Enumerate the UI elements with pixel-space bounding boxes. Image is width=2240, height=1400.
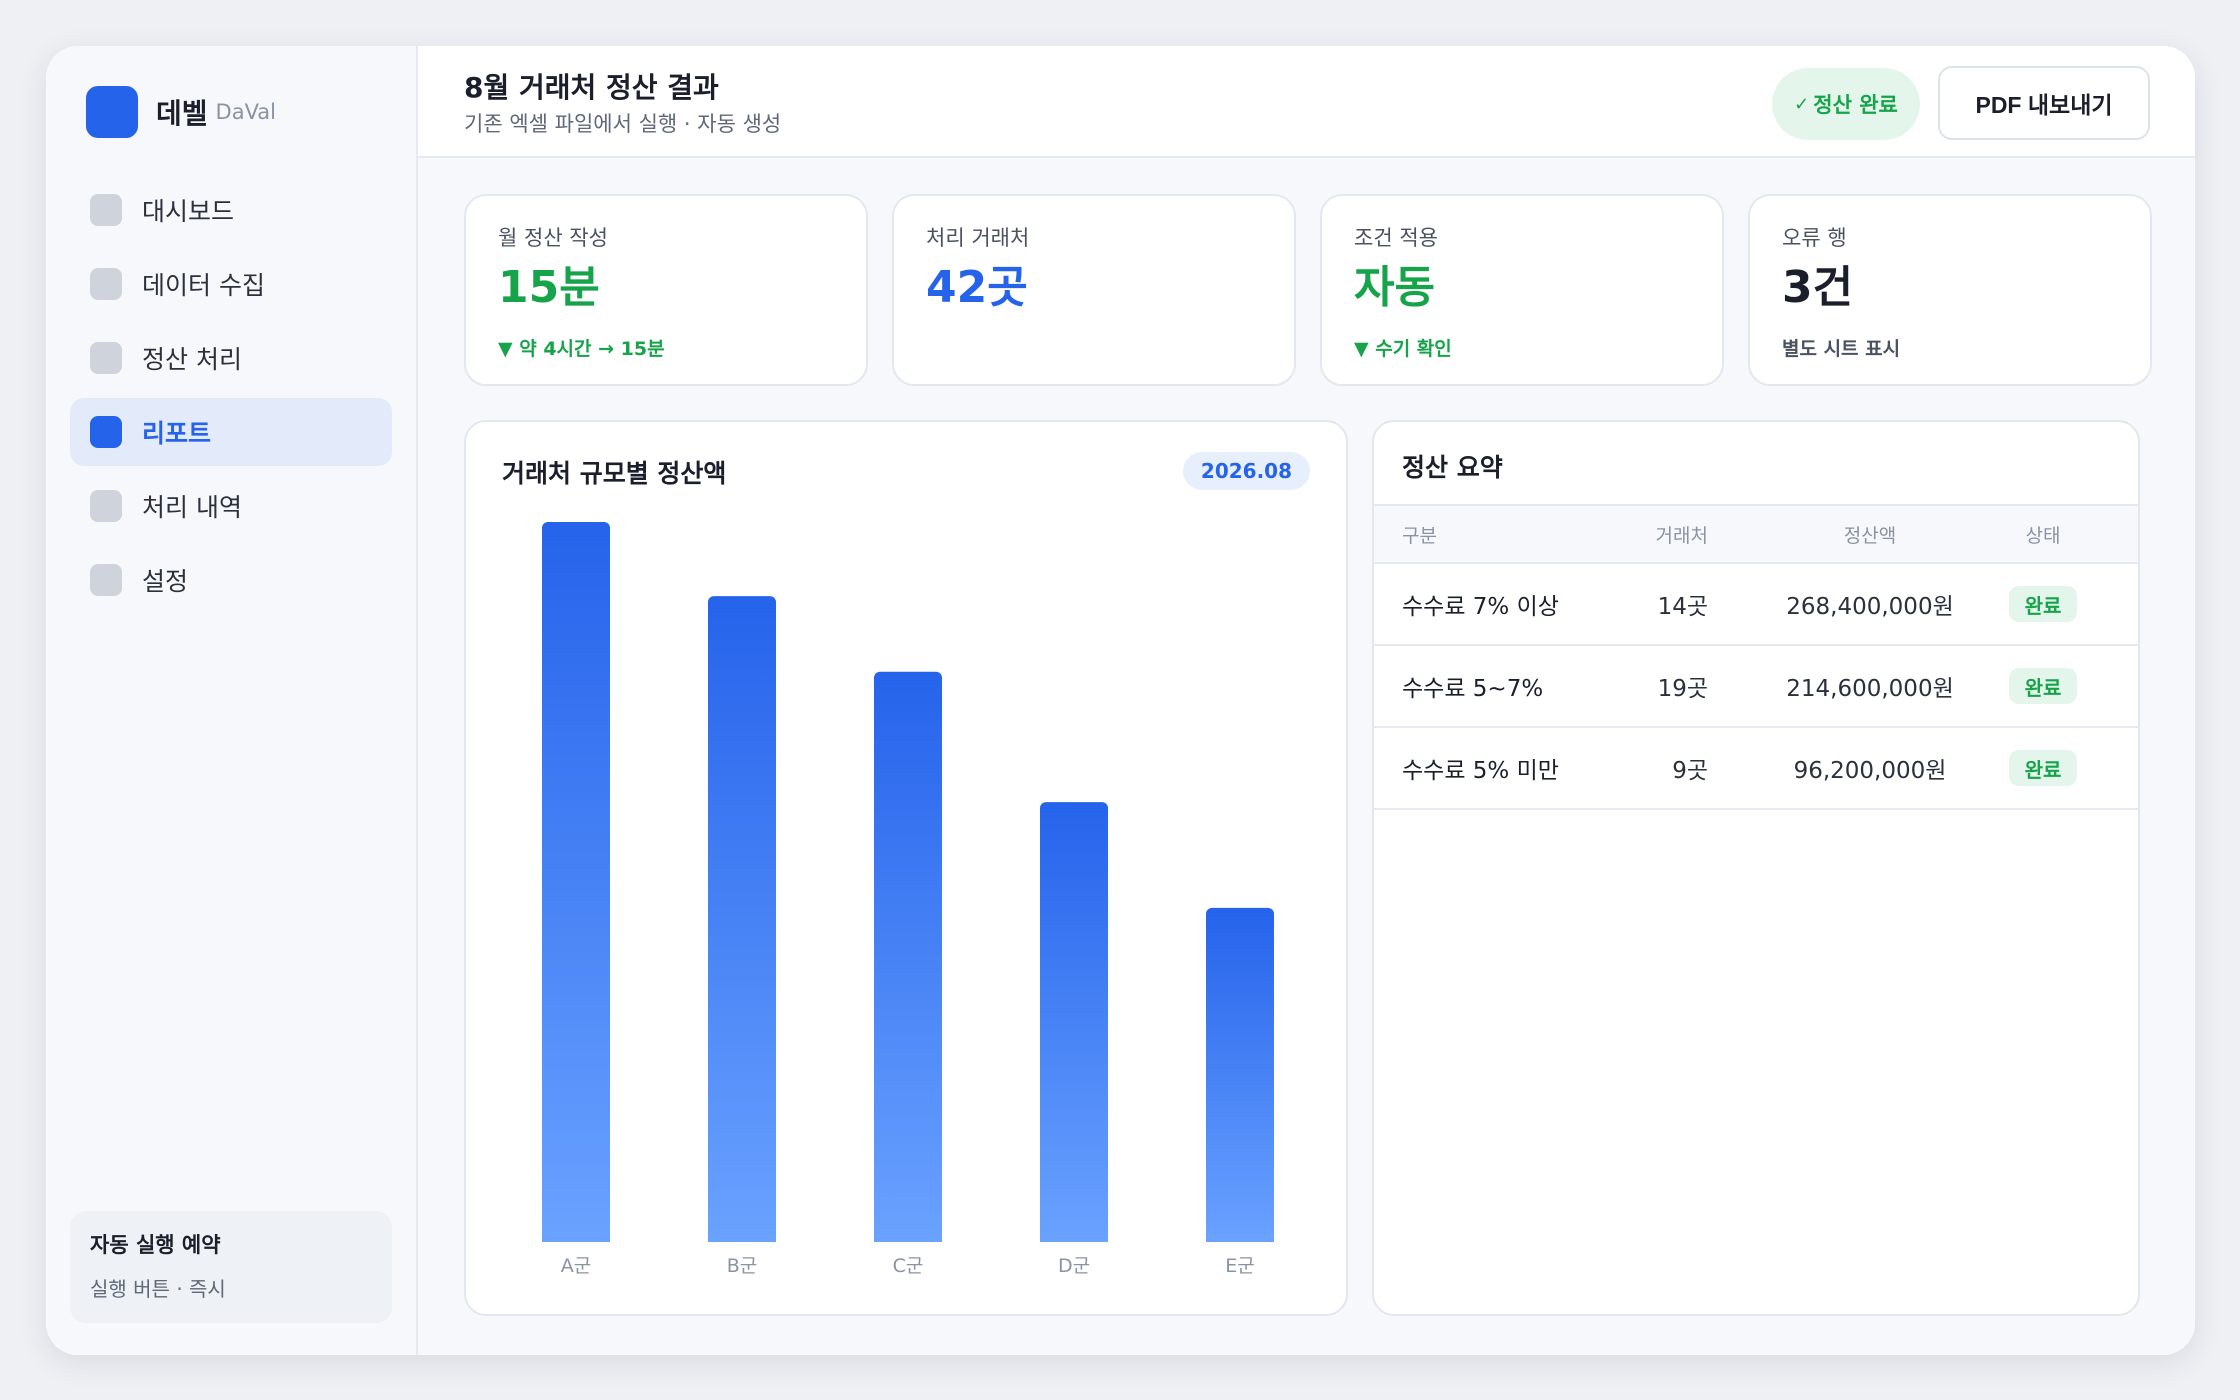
- sidebar-item-label: 설정: [142, 567, 189, 596]
- kpi-card-processed-vendors: 처리 거래처 42곳: [892, 194, 1296, 386]
- x-tick-label: B군: [727, 1255, 758, 1277]
- summary-title: 정산 요약: [1402, 453, 1503, 482]
- sidebar-item-data-collection[interactable]: 데이터 수집: [70, 250, 392, 318]
- pdf-export-button[interactable]: PDF 내보내기: [1938, 66, 2150, 140]
- chart-card: 거래처 규모별 정산액 2026.08 A군 B군 C군 D군 E군: [464, 420, 1348, 1316]
- square-icon: [90, 564, 122, 596]
- page-header: 8월 거래처 정산 결과 기존 엑셀 파일에서 실행 · 자동 생성 ✓ 정산 …: [418, 46, 2195, 158]
- kpi-value: 42곳: [926, 262, 1028, 313]
- row-count: 9곳: [1672, 758, 1708, 784]
- row-amount: 268,400,000원: [1786, 594, 1954, 620]
- kpi-value: 자동: [1354, 262, 1435, 313]
- kpi-card-condition: 조건 적용 자동 ▼ 수기 확인: [1320, 194, 1724, 386]
- page-title: 8월 거래처 정산 결과: [464, 71, 719, 104]
- row-amount: 96,200,000원: [1793, 758, 1947, 784]
- sidebar-item-label: 데이터 수집: [142, 271, 265, 300]
- square-icon: [90, 490, 122, 522]
- app-window: 데벨 DaVal 대시보드 데이터 수집 정산 처리 리포트 처리 내역: [46, 46, 2195, 1355]
- x-tick-label: E군: [1225, 1255, 1255, 1277]
- row-count: 19곳: [1657, 676, 1708, 702]
- square-icon: [90, 416, 122, 448]
- kpi-note: 별도 시트 표시: [1782, 338, 1901, 360]
- kpi-note: ▼ 수기 확인: [1354, 338, 1452, 360]
- sidebar-item-label: 처리 내역: [142, 493, 242, 522]
- chart-title: 거래처 규모별 정산액: [502, 459, 727, 488]
- table-row[interactable]: 수수료 5~7% 19곳 214,600,000원 완료: [1374, 646, 2138, 728]
- row-amount: 214,600,000원: [1786, 676, 1954, 702]
- x-tick-label: D군: [1058, 1255, 1090, 1277]
- bar-base-3: [874, 1234, 942, 1242]
- x-tick-label: C군: [893, 1255, 924, 1277]
- row-category: 수수료 5% 미만: [1402, 758, 1559, 784]
- column-header-status: 상태: [2025, 524, 2061, 547]
- bar-base-2: [708, 1234, 776, 1242]
- row-category: 수수료 7% 이상: [1402, 594, 1559, 620]
- main-content: 8월 거래처 정산 결과 기존 엑셀 파일에서 실행 · 자동 생성 ✓ 정산 …: [418, 46, 2195, 1355]
- check-icon: ✓: [1794, 93, 1810, 115]
- row-status: 완료: [1986, 728, 2100, 808]
- page-subtitle: 기존 엑셀 파일에서 실행 · 자동 생성: [464, 112, 782, 136]
- sidebar-item-dashboard[interactable]: 대시보드: [70, 176, 392, 244]
- schedule-title: 자동 실행 예약: [90, 1233, 221, 1257]
- status-badge: 완료: [2008, 750, 2078, 786]
- bar-1: [542, 522, 610, 1242]
- kpi-value: 3건: [1782, 262, 1854, 313]
- sidebar-item-label: 리포트: [142, 419, 212, 448]
- table-header: 구분 거래처 정산액 상태: [1374, 504, 2138, 564]
- summary-card: 정산 요약 구분 거래처 정산액 상태 수수료 7% 이상 14곳 268,40…: [1372, 420, 2140, 1316]
- kpi-label: 오류 행: [1782, 226, 1847, 250]
- sidebar-item-settlement[interactable]: 정산 처리: [70, 324, 392, 392]
- sidebar-item-label: 대시보드: [142, 197, 235, 226]
- table-row[interactable]: 수수료 7% 이상 14곳 268,400,000원 완료: [1374, 564, 2138, 646]
- bar-4: [1040, 802, 1108, 1242]
- sidebar-item-settings[interactable]: 설정: [70, 546, 392, 614]
- status-badge: 완료: [2008, 586, 2078, 622]
- kpi-card-monthly-time: 월 정산 작성 15분 ▼ 약 4시간 → 15분: [464, 194, 868, 386]
- bar-base-4: [1040, 1234, 1108, 1242]
- bar-base-5: [1206, 1234, 1274, 1242]
- brand-sub: DaVal: [215, 100, 277, 124]
- table-row[interactable]: 수수료 5% 미만 9곳 96,200,000원 완료: [1374, 728, 2138, 810]
- square-icon: [90, 194, 122, 226]
- sidebar: 데벨 DaVal 대시보드 데이터 수집 정산 처리 리포트 처리 내역: [46, 46, 418, 1355]
- brand: 데벨 DaVal: [86, 86, 276, 138]
- sidebar-item-report[interactable]: 리포트: [70, 398, 392, 466]
- kpi-label: 월 정산 작성: [498, 226, 608, 250]
- row-count: 14곳: [1657, 594, 1708, 620]
- bar-5: [1206, 907, 1274, 1242]
- bar-2: [708, 596, 776, 1242]
- column-header-amount: 정산액: [1843, 524, 1897, 547]
- sidebar-item-history[interactable]: 처리 내역: [70, 472, 392, 540]
- kpi-note: ▼ 약 4시간 → 15분: [498, 338, 665, 360]
- kpi-label: 조건 적용: [1354, 226, 1438, 250]
- sidebar-item-label: 정산 처리: [142, 345, 242, 374]
- brand-name: 데벨: [156, 97, 208, 130]
- row-status: 완료: [1986, 564, 2100, 644]
- kpi-label: 처리 거래처: [926, 226, 1030, 250]
- bar-base-1: [542, 1234, 610, 1242]
- schedule-sub: 실행 버튼 · 즉시: [90, 1277, 226, 1301]
- sidebar-nav: 대시보드 데이터 수집 정산 처리 리포트 처리 내역 설정: [70, 176, 392, 620]
- brand-logo-icon: [86, 86, 138, 138]
- kpi-value: 15분: [498, 262, 600, 313]
- column-header-count: 거래처: [1655, 524, 1708, 547]
- x-tick-label: A군: [561, 1255, 591, 1277]
- status-badge: ✓ 정산 완료: [1772, 68, 1920, 140]
- status-label: 정산 완료: [1813, 93, 1898, 117]
- square-icon: [90, 342, 122, 374]
- date-badge: 2026.08: [1182, 452, 1310, 490]
- kpi-card-error-rows: 오류 행 3건 별도 시트 표시: [1748, 194, 2152, 386]
- bar-3: [874, 671, 942, 1242]
- row-category: 수수료 5~7%: [1402, 676, 1544, 702]
- square-icon: [90, 268, 122, 300]
- auto-run-schedule[interactable]: 자동 실행 예약 실행 버튼 · 즉시: [70, 1211, 392, 1323]
- bar-chart: A군 B군 C군 D군 E군: [542, 522, 1274, 1277]
- column-header-category: 구분: [1402, 524, 1437, 547]
- status-badge: 완료: [2008, 668, 2078, 704]
- row-status: 완료: [1986, 646, 2100, 726]
